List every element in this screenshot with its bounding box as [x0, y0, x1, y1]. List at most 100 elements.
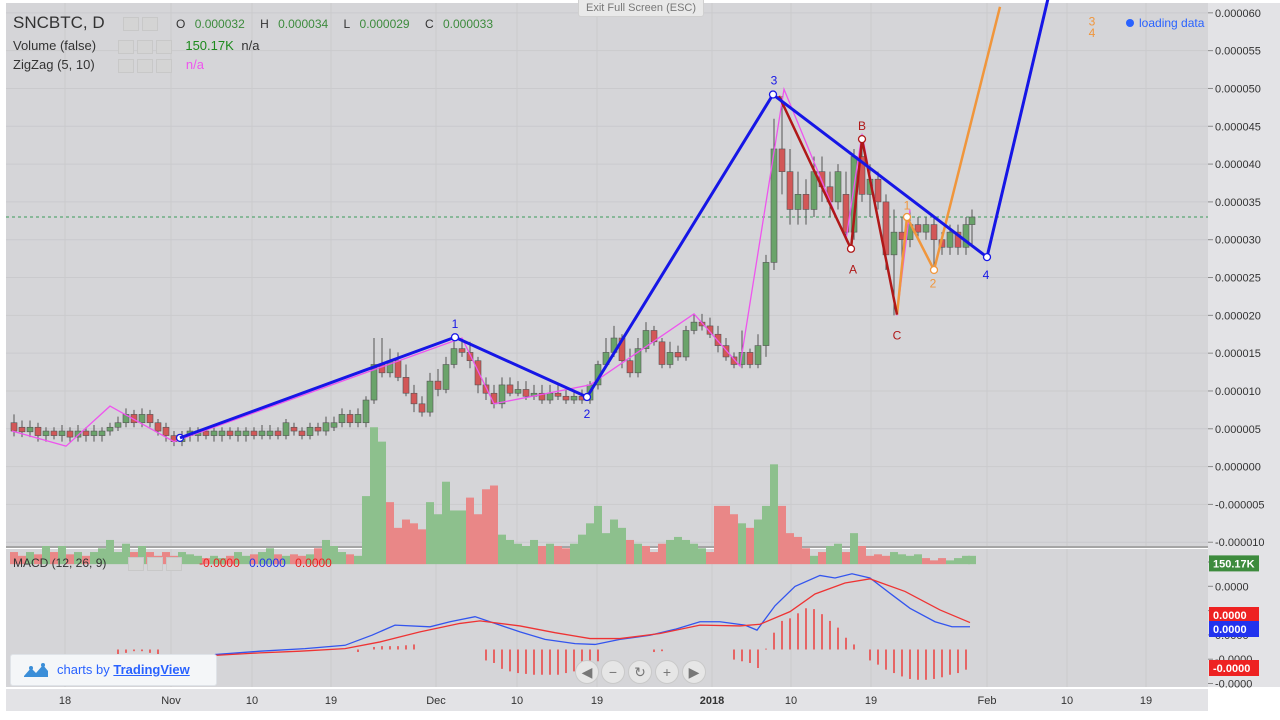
- reset-chart-button[interactable]: ↻: [628, 660, 652, 684]
- candle-body: [274, 430, 282, 436]
- ohlc-readout: O 0.000032 H 0.000034 L 0.000029 C 0.000…: [176, 17, 505, 31]
- exit-fullscreen-button[interactable]: Exit Full Screen (ESC): [578, 0, 704, 17]
- volume-bar: [410, 523, 418, 565]
- volume-bar: [234, 552, 242, 565]
- volume-bar: [338, 552, 346, 565]
- volume-bar: [322, 539, 330, 565]
- volume-bar: [298, 555, 306, 565]
- volume-legend[interactable]: Volume (false) 150.17K n/a: [13, 38, 259, 54]
- volume-bar: [122, 543, 130, 565]
- volume-bar: [250, 554, 258, 565]
- volume-bar: [634, 543, 642, 565]
- volume-bar: [602, 533, 610, 565]
- candle-body: [762, 262, 770, 346]
- close-label: C: [424, 17, 434, 31]
- volume-bar: [138, 546, 146, 565]
- loading-indicator: loading data: [1126, 16, 1204, 30]
- candle-body: [250, 430, 258, 436]
- candle-body: [802, 194, 810, 210]
- candle-body: [266, 430, 274, 436]
- zigzag-settings-button[interactable]: [118, 58, 135, 73]
- volume-bar: [650, 552, 658, 565]
- volume-settings-button[interactable]: [117, 39, 134, 54]
- branding-link[interactable]: TradingView: [113, 662, 190, 677]
- zoom-in-button[interactable]: +: [655, 660, 679, 684]
- wave-red-label: C: [893, 329, 902, 343]
- volume-bar: [738, 523, 746, 565]
- zigzag-legend[interactable]: ZigZag (5, 10) n/a: [13, 57, 204, 73]
- candle-body: [498, 384, 506, 405]
- y-tick-label: -0.000010: [1215, 537, 1265, 549]
- candle-body: [442, 364, 450, 390]
- macd-legend[interactable]: MACD (12, 26, 9) -0.0000 0.0000 0.0000: [13, 556, 332, 571]
- wave-blue-label: 2: [584, 407, 591, 421]
- macd-settings-button[interactable]: [127, 556, 144, 571]
- last-volume-label: 150.17K: [1213, 558, 1255, 570]
- candle-body: [538, 392, 546, 401]
- volume-bar: [66, 554, 74, 565]
- macd-remove-button[interactable]: [165, 556, 182, 571]
- wave-orange-label: 4: [1089, 26, 1096, 40]
- wave-blue-pivot: [450, 333, 460, 342]
- volume-remove-button[interactable]: [155, 39, 172, 54]
- volume-bar: [938, 558, 946, 565]
- price-axis[interactable]: [1208, 3, 1280, 687]
- last-signal-label-bg: [1209, 607, 1259, 623]
- volume-bar: [818, 552, 826, 565]
- legend-hide-button[interactable]: [142, 16, 159, 31]
- candle-body: [258, 430, 266, 436]
- candle-body: [626, 360, 634, 374]
- y-tick-label: 0.000035: [1215, 197, 1261, 209]
- volume-bar: [626, 539, 634, 565]
- zigzag-remove-button[interactable]: [156, 58, 173, 73]
- volume-bar: [514, 543, 522, 565]
- volume-bar: [346, 554, 354, 565]
- time-axis[interactable]: [6, 689, 1208, 711]
- zoom-out-button[interactable]: −: [601, 660, 625, 684]
- volume-bar: [490, 485, 498, 565]
- volume-bar: [554, 546, 562, 565]
- volume-bar: [842, 552, 850, 565]
- volume-bar: [274, 554, 282, 565]
- macd-y-tick-label: 0.0000: [1215, 581, 1249, 593]
- tradingview-badge[interactable]: charts by TradingView: [10, 654, 217, 686]
- volume-label: Volume (false): [13, 38, 97, 53]
- candle-body: [690, 321, 698, 331]
- scroll-left-button[interactable]: ◀: [575, 660, 599, 684]
- candle-body: [290, 426, 298, 432]
- volume-bar: [178, 552, 186, 565]
- volume-bar: [202, 558, 210, 565]
- candle-body: [834, 171, 842, 203]
- candle-body: [546, 392, 554, 401]
- volume-bar: [802, 548, 810, 565]
- last-hist-label-bg: [1209, 660, 1259, 676]
- y-tick-label: 0.000010: [1215, 386, 1261, 398]
- volume-hide-button[interactable]: [136, 39, 153, 54]
- close-value: 0.000033: [442, 17, 494, 31]
- volume-bar: [658, 543, 666, 565]
- candle-body: [362, 399, 370, 424]
- candle-body: [682, 330, 690, 358]
- candle-body: [642, 330, 650, 349]
- y-tick-label: 0.000020: [1215, 310, 1261, 322]
- legend-settings-button[interactable]: [123, 16, 140, 31]
- macd-hide-button[interactable]: [146, 556, 163, 571]
- volume-bar: [506, 539, 514, 565]
- volume-bar: [426, 502, 434, 565]
- candle-body: [34, 426, 42, 436]
- candle-body: [242, 430, 250, 436]
- branding-prefix: charts by: [57, 662, 110, 677]
- candle-body: [106, 426, 114, 432]
- low-value: 0.000029: [359, 17, 410, 31]
- candle-body: [218, 430, 226, 436]
- x-tick-label: 10: [1061, 695, 1073, 707]
- zigzag-hide-button[interactable]: [137, 58, 154, 73]
- volume-bar: [706, 552, 714, 565]
- x-tick-label: 2018: [700, 695, 724, 707]
- main-pane[interactable]: [6, 3, 1208, 546]
- x-tick-label: Feb: [978, 695, 997, 707]
- scroll-right-button[interactable]: ▶: [682, 660, 706, 684]
- volume-bar: [370, 427, 378, 565]
- x-tick-label: 10: [246, 695, 258, 707]
